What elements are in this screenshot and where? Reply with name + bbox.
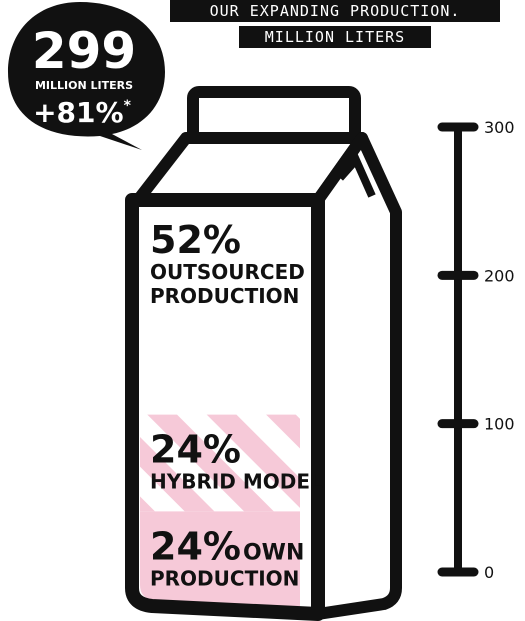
y-axis: 0 100 200 300	[437, 118, 515, 582]
callout-bubble	[8, 2, 165, 150]
segment-name-line: PRODUCTION	[150, 566, 299, 590]
milk-carton-icon	[132, 86, 402, 620]
segment-name-inline: OWN	[243, 540, 304, 565]
carton-front-outline	[125, 193, 325, 621]
axis-tick-label: 200	[484, 266, 515, 285]
segment-percent-label: 52%	[150, 218, 241, 262]
axis-tick-label: 0	[484, 563, 494, 582]
segment-name-line: HYBRID MODEL	[150, 470, 323, 494]
chart-title: OUR EXPANDING PRODUCTION. MILLION LITERS	[167, 0, 503, 52]
segment-name-line: OUTSOURCED	[150, 260, 305, 284]
segment-percent-label: 24%	[150, 428, 241, 472]
segment-bar	[140, 205, 300, 415]
axis-tick-label: 100	[484, 415, 515, 434]
callout-change: +81%*	[33, 96, 131, 129]
segment-percent: 24%	[150, 524, 241, 568]
segment-percent: 24%	[150, 428, 241, 472]
segment-percent: 52%	[150, 218, 241, 262]
callout-value: 299	[32, 22, 136, 80]
title-line-2: MILLION LITERS	[239, 26, 431, 48]
callout-unit: MILLION LITERS	[35, 79, 133, 92]
segment-bar	[140, 511, 300, 608]
footnote-mark: *	[124, 98, 132, 114]
axis-tick-label: 300	[484, 118, 515, 137]
segment-name-line: PRODUCTION	[150, 284, 299, 308]
segment-percent-label: 24%OWN	[150, 524, 304, 568]
title-line-1: OUR EXPANDING PRODUCTION.	[170, 0, 500, 22]
segment-bar	[140, 414, 300, 512]
